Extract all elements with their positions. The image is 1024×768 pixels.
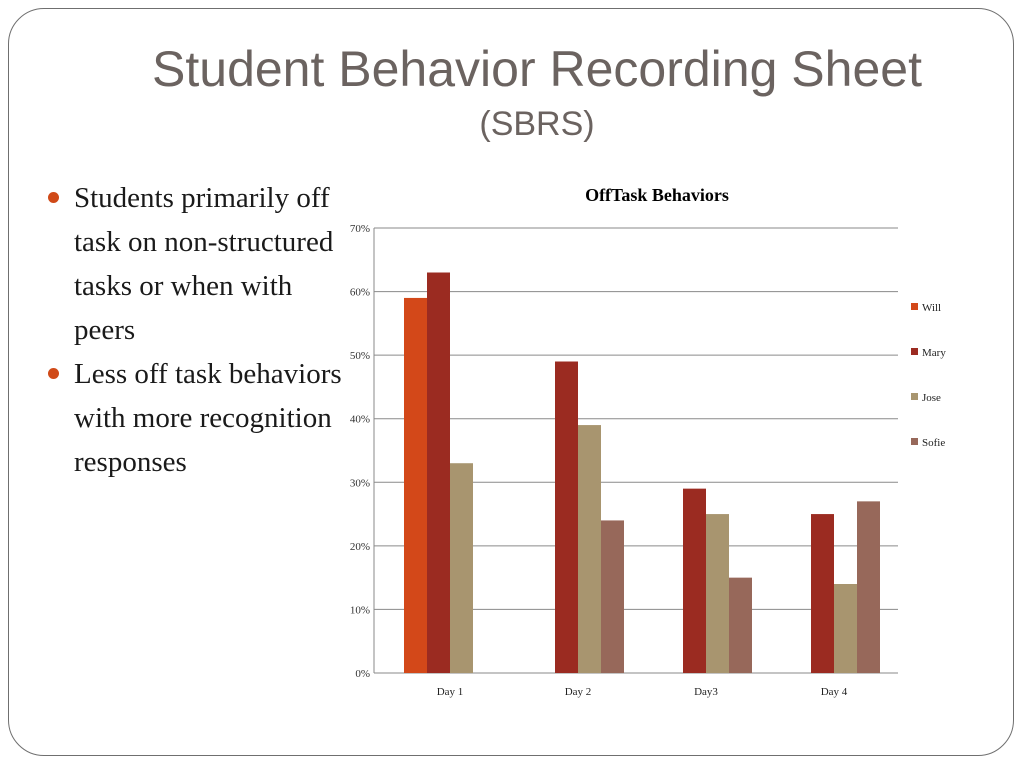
off-task-chart: OffTask Behaviors 0% 10% 20% 30% 40% 50% 60% 70…	[350, 185, 946, 698]
slide-subtitle: (SBRS)	[479, 105, 595, 143]
legend-swatch	[911, 438, 918, 445]
bullet-list: Students primarily off task on non-struc…	[48, 176, 348, 484]
bar-sofie-2	[729, 577, 752, 673]
bar-mary-3	[811, 514, 834, 673]
chart-title: OffTask Behaviors	[585, 185, 729, 205]
bar-will-0	[404, 297, 427, 673]
y-tick-label: 20%	[350, 541, 370, 553]
bar-mary-1	[555, 361, 578, 673]
y-tick-label: 40%	[350, 414, 370, 426]
y-tick-label: 10%	[350, 604, 370, 616]
legend-label: Sofie	[922, 437, 945, 449]
chart-bars	[404, 272, 880, 673]
bar-jose-2	[706, 514, 729, 673]
x-tick-label: Day 2	[565, 686, 592, 698]
x-tick-label: Day 4	[821, 686, 848, 698]
bullet-text: Less off task behaviors with more recogn…	[74, 358, 342, 478]
legend-label: Mary	[922, 347, 946, 359]
legend-swatch	[911, 303, 918, 310]
y-tick-label: 70%	[350, 223, 370, 235]
y-tick-label: 0%	[355, 668, 370, 680]
bullet-dot-icon	[48, 368, 59, 379]
bullet-dot-icon	[48, 192, 59, 203]
bar-mary-2	[683, 488, 706, 673]
bar-mary-0	[427, 272, 450, 673]
legend-label: Jose	[922, 392, 941, 404]
chart-legend: Will Mary Jose Sofie	[911, 302, 946, 449]
y-tick-label: 50%	[350, 350, 370, 362]
bar-sofie-3	[857, 501, 880, 673]
bullet-item: Less off task behaviors with more recogn…	[48, 352, 348, 484]
bar-jose-0	[450, 463, 473, 673]
bar-jose-3	[834, 584, 857, 673]
bullet-item: Students primarily off task on non-struc…	[48, 176, 348, 352]
legend-swatch	[911, 348, 918, 355]
slide-title: Student Behavior Recording Sheet	[152, 41, 922, 97]
legend-label: Will	[922, 302, 941, 314]
y-tick-label: 60%	[350, 287, 370, 299]
bullet-text: Students primarily off task on non-struc…	[74, 182, 334, 346]
x-tick-label: Day 1	[437, 686, 464, 698]
chart-x-axis: Day 1 Day 2 Day3 Day 4	[437, 686, 848, 698]
bar-sofie-1	[601, 520, 624, 673]
y-tick-label: 30%	[350, 477, 370, 489]
bar-jose-1	[578, 425, 601, 673]
x-tick-label: Day3	[694, 686, 718, 698]
legend-swatch	[911, 393, 918, 400]
